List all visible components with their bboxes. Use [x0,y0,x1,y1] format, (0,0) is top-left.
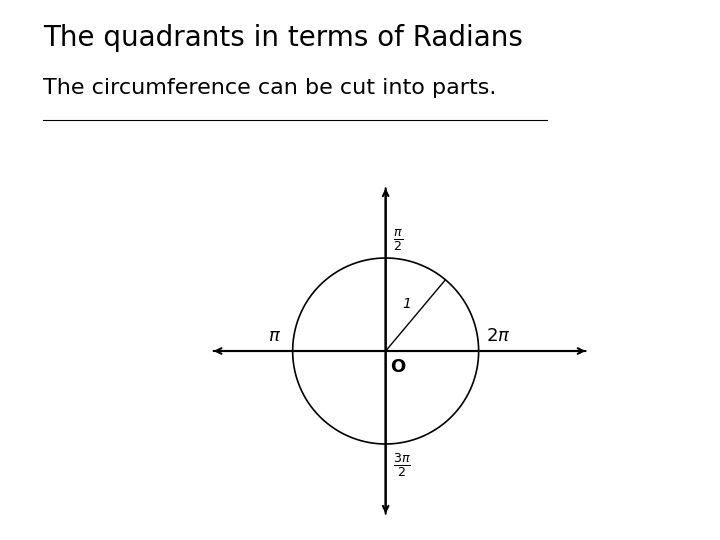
Text: $2\pi$: $2\pi$ [486,327,510,346]
Text: 1: 1 [402,296,412,310]
Text: The quadrants in terms of Radians: The quadrants in terms of Radians [43,24,523,52]
Text: $\pi$: $\pi$ [269,327,282,346]
Text: $\frac{3\pi}{2}$: $\frac{3\pi}{2}$ [393,451,411,480]
Text: O: O [390,359,405,376]
Text: The circumference can be cut into parts.: The circumference can be cut into parts. [43,78,497,98]
Text: $\frac{\pi}{2}$: $\frac{\pi}{2}$ [393,227,403,253]
